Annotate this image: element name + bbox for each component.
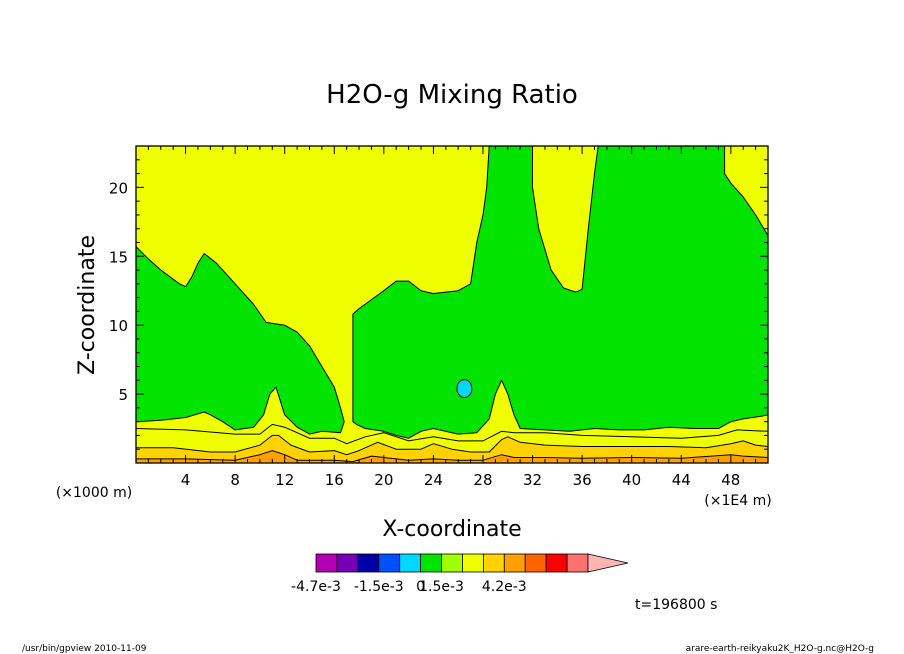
colorbar-swatch	[524, 553, 547, 573]
footer-right: arare-earth-reikyaku2K_H2O-g.nc@H2O-g	[686, 644, 874, 654]
plot-area	[136, 146, 768, 463]
x-axis-label: X-coordinate	[382, 517, 521, 542]
x-tick-label: 24	[424, 471, 443, 489]
colorbar-swatch	[420, 553, 442, 573]
time-label: t=196800 s	[635, 597, 717, 613]
colorbar-swatch	[336, 553, 359, 573]
region-green-1	[352, 146, 768, 439]
x-tick-label: 40	[622, 471, 641, 489]
colorbar-swatch	[503, 553, 526, 573]
y-tick-label: 15	[109, 248, 128, 266]
contour-line-0	[136, 423, 768, 445]
colorbar-swatch	[378, 553, 401, 573]
colorbar-label: -1.5e-3	[354, 579, 404, 595]
colorbar-swatch	[545, 553, 568, 573]
colorbar-swatch	[482, 553, 505, 573]
colorbar-swatch	[462, 553, 484, 573]
region-gold-2	[136, 434, 768, 463]
x-tick-label: 16	[325, 471, 344, 489]
x-tick-label: 32	[523, 471, 542, 489]
y-tick-label: 5	[118, 386, 128, 404]
colorbar-swatch	[566, 553, 589, 573]
x-tick-label: 4	[181, 471, 191, 489]
colorbar-swatch	[357, 553, 380, 573]
region-green-0	[136, 246, 345, 435]
plot-frame	[135, 145, 769, 464]
x-unit-left-label: (×1000 m)	[56, 485, 132, 501]
colorbar-swatch	[315, 553, 338, 573]
x-tick-label: 28	[473, 471, 492, 489]
y-axis-label: Z-coordinate	[75, 235, 100, 375]
colorbar-swatch	[587, 553, 629, 573]
footer-left: /usr/bin/gpview 2010-11-09	[22, 644, 147, 654]
region-cyan-4	[456, 379, 473, 399]
colorbar: -4.7e-3 -1.5e-3 01.5e-3 4.2e-3	[291, 553, 629, 595]
x-tick-label: 12	[275, 471, 294, 489]
x-tick-label: 20	[374, 471, 393, 489]
colorbar-label: -4.7e-3	[291, 579, 341, 595]
x-unit-right-label: (×1E4 m)	[704, 493, 771, 509]
x-tick-label: 8	[230, 471, 240, 489]
x-tick-label: 48	[721, 471, 740, 489]
y-tick-label: 20	[109, 179, 128, 197]
chart-title: H2O-g Mixing Ratio	[326, 80, 578, 110]
colorbar-label: 0	[416, 579, 425, 595]
colorbar-swatch	[441, 553, 463, 573]
y-tick-label: 10	[109, 317, 128, 335]
colorbar-swatch	[399, 553, 422, 573]
colorbar-label: 4.2e-3	[482, 579, 527, 595]
colorbar-label: 1.5e-3	[419, 579, 464, 595]
x-tick-label: 44	[672, 471, 691, 489]
x-tick-label: 36	[573, 471, 592, 489]
